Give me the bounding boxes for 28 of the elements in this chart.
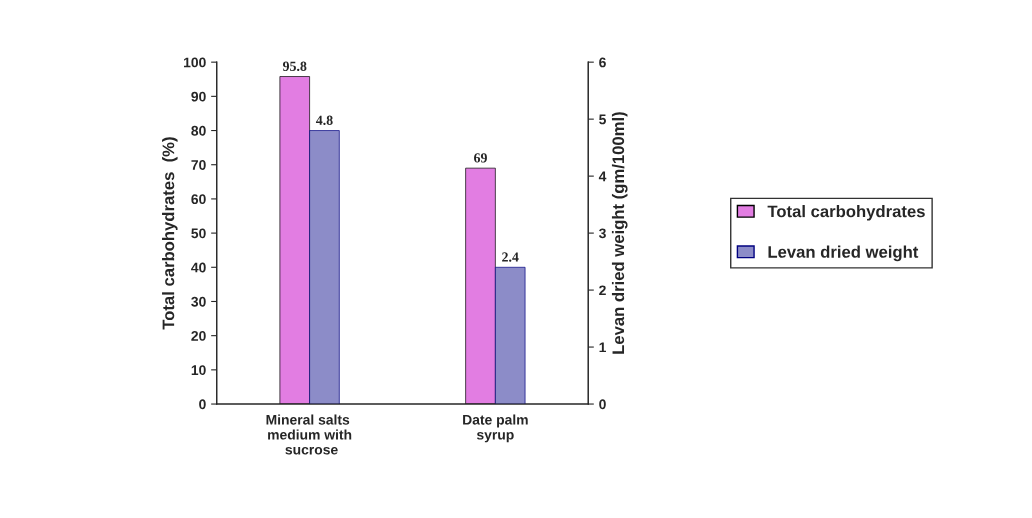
data-label: 4.8 (315, 115, 333, 125)
y-tick-label: 20 (191, 331, 206, 341)
y2-tick-label: 1 (599, 342, 606, 353)
y-tick-label: 50 (191, 228, 206, 239)
y-tick-label: 60 (191, 194, 206, 205)
y2-tick-label: 5 (599, 114, 606, 125)
legend-label: Total carbohydrates (767, 205, 925, 221)
x-tick-label: Date palm syrup (463, 414, 528, 443)
data-label: 95.8 (282, 61, 307, 71)
legend-label: Levan dried weight (768, 245, 919, 262)
y2-tick-label: 4 (598, 171, 607, 182)
data-label: 2.4 (502, 252, 519, 262)
y-axis-title: Total carbohydrates (%) (162, 137, 178, 330)
y2-axis-title: Levan dried weight (gm/100ml) (611, 112, 628, 354)
x-tick-label: Mineral salts medium with sucrose (266, 414, 352, 455)
y-tick-label: 30 (191, 296, 206, 307)
y2-tick-label: 0 (599, 399, 606, 410)
y-tick-label: 100 (184, 57, 206, 68)
data-label: 69 (474, 153, 487, 163)
y-tick-label: 90 (191, 91, 206, 102)
y-tick-label: 70 (191, 160, 206, 170)
y-tick-label: 10 (191, 365, 206, 376)
y2-tick-label: 3 (598, 228, 606, 239)
y2-tick-label: 6 (599, 57, 606, 68)
y2-tick-label: 2 (599, 285, 606, 296)
y-tick-label: 80 (191, 125, 206, 136)
y-tick-label: 0 (199, 399, 206, 410)
y-tick-label: 40 (191, 262, 206, 273)
